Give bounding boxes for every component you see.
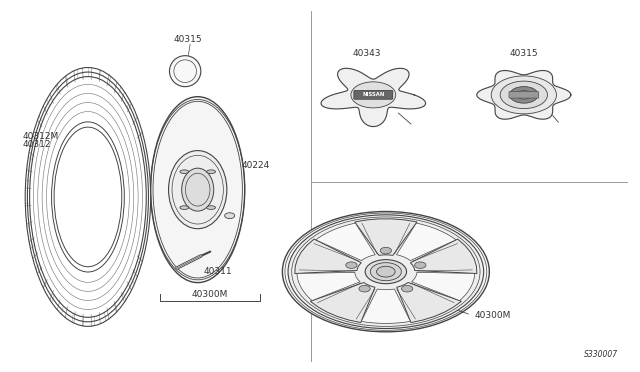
Text: 40311: 40311 (204, 267, 232, 276)
Polygon shape (295, 239, 362, 273)
Polygon shape (410, 239, 477, 273)
Circle shape (401, 285, 413, 292)
Circle shape (346, 262, 357, 269)
Circle shape (371, 263, 401, 281)
Polygon shape (316, 223, 375, 260)
Ellipse shape (180, 206, 189, 209)
Polygon shape (362, 289, 410, 323)
Ellipse shape (168, 151, 227, 229)
Circle shape (380, 247, 392, 254)
Ellipse shape (150, 97, 244, 283)
Ellipse shape (180, 170, 189, 173)
Polygon shape (396, 223, 456, 260)
Circle shape (509, 87, 538, 103)
FancyBboxPatch shape (509, 92, 539, 98)
Polygon shape (297, 272, 360, 301)
Circle shape (492, 76, 556, 114)
Circle shape (365, 260, 406, 284)
Circle shape (359, 285, 370, 292)
Text: 40312: 40312 (22, 140, 51, 148)
Circle shape (376, 266, 395, 277)
Polygon shape (397, 282, 461, 323)
Circle shape (351, 82, 396, 108)
Circle shape (415, 262, 426, 269)
Circle shape (516, 91, 531, 99)
Text: 40312M: 40312M (22, 132, 58, 141)
Text: 40224: 40224 (242, 161, 270, 170)
Text: 40300M: 40300M (192, 290, 228, 299)
FancyBboxPatch shape (354, 90, 393, 99)
Ellipse shape (207, 170, 216, 173)
Ellipse shape (207, 206, 216, 209)
Text: 40300M: 40300M (474, 311, 511, 320)
Polygon shape (355, 219, 417, 255)
Text: 40343: 40343 (353, 49, 381, 58)
Text: NISSAN: NISSAN (362, 92, 385, 97)
Ellipse shape (170, 56, 201, 87)
Circle shape (288, 215, 484, 328)
Text: S330007: S330007 (584, 350, 618, 359)
Polygon shape (321, 68, 426, 126)
Polygon shape (310, 282, 375, 323)
Circle shape (225, 213, 235, 219)
Polygon shape (477, 71, 571, 119)
Circle shape (500, 81, 547, 109)
Ellipse shape (182, 168, 214, 211)
Text: 40315: 40315 (174, 35, 203, 44)
Text: 40315: 40315 (509, 49, 538, 58)
Circle shape (282, 212, 490, 332)
Polygon shape (412, 272, 475, 301)
